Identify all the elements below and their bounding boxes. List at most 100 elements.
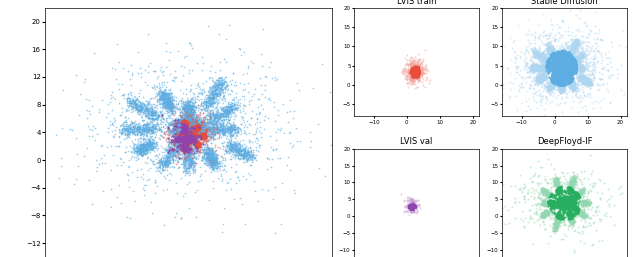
Point xyxy=(556,66,566,70)
Point xyxy=(413,64,423,68)
Point xyxy=(406,76,417,80)
Point xyxy=(530,66,540,70)
Point xyxy=(559,69,570,74)
Point xyxy=(414,74,424,78)
Point xyxy=(415,69,425,74)
Point xyxy=(186,155,196,159)
Point xyxy=(575,55,585,59)
Point xyxy=(168,161,179,166)
Point xyxy=(181,135,191,139)
Point xyxy=(182,140,193,144)
Point xyxy=(549,73,559,77)
Point xyxy=(539,65,549,69)
Point xyxy=(556,70,566,75)
Point xyxy=(559,69,570,73)
Point xyxy=(415,70,426,74)
Point xyxy=(410,70,420,74)
Point xyxy=(557,58,567,62)
Point xyxy=(560,59,570,63)
Point xyxy=(188,128,198,132)
Point xyxy=(154,158,164,162)
Point xyxy=(536,71,546,75)
Point xyxy=(568,54,579,58)
Point xyxy=(191,128,201,132)
Point xyxy=(182,115,193,119)
Point xyxy=(179,136,189,140)
Point xyxy=(564,183,574,188)
Point xyxy=(415,69,426,74)
Point xyxy=(529,50,540,54)
Point xyxy=(562,197,572,201)
Point xyxy=(559,67,570,71)
Point xyxy=(554,63,564,67)
Point xyxy=(578,190,588,194)
Point xyxy=(575,62,585,66)
Point xyxy=(180,131,190,135)
Point xyxy=(207,86,218,90)
Point xyxy=(181,119,191,123)
Point xyxy=(216,127,227,131)
Point xyxy=(532,66,543,70)
Point xyxy=(203,99,213,103)
Point xyxy=(531,66,541,70)
Point xyxy=(180,133,191,137)
Point xyxy=(577,78,588,82)
Point xyxy=(556,82,566,86)
Point xyxy=(411,68,421,72)
Point xyxy=(555,219,565,223)
Point xyxy=(554,64,564,68)
Point xyxy=(182,114,193,118)
Point xyxy=(264,157,274,161)
Point xyxy=(566,69,577,73)
Point xyxy=(557,63,567,67)
Point xyxy=(178,147,188,151)
Point xyxy=(547,73,557,77)
Point xyxy=(554,65,564,69)
Point xyxy=(584,91,595,96)
Point xyxy=(577,60,588,64)
Point xyxy=(579,199,589,204)
Point xyxy=(416,68,426,72)
Point xyxy=(138,147,148,151)
Point xyxy=(177,125,188,129)
Point xyxy=(574,57,584,61)
Point xyxy=(191,128,202,133)
Point xyxy=(574,75,584,79)
Point xyxy=(194,134,204,139)
Point xyxy=(553,63,563,67)
Point xyxy=(557,202,567,206)
Point xyxy=(584,76,594,80)
Point xyxy=(406,204,416,208)
Point xyxy=(556,66,566,70)
Point xyxy=(552,66,562,70)
Point xyxy=(407,63,417,67)
Point xyxy=(164,157,174,161)
Point xyxy=(106,168,116,172)
Point xyxy=(407,63,417,68)
Point xyxy=(552,54,562,58)
Point xyxy=(188,116,198,120)
Point xyxy=(161,160,171,164)
Point xyxy=(535,64,545,68)
Point xyxy=(559,67,569,71)
Point xyxy=(160,91,170,96)
Point xyxy=(561,62,571,66)
Point xyxy=(161,99,172,103)
Point xyxy=(582,81,592,85)
Point xyxy=(555,65,565,69)
Point xyxy=(556,68,566,72)
Point xyxy=(572,67,582,71)
Point xyxy=(233,149,243,153)
Point xyxy=(554,201,564,205)
Point xyxy=(179,149,189,153)
Point xyxy=(187,68,197,72)
Point xyxy=(192,126,202,130)
Point xyxy=(403,66,413,70)
Point xyxy=(182,134,192,138)
Point xyxy=(226,145,236,149)
Point xyxy=(556,68,566,72)
Point xyxy=(568,81,579,85)
Point xyxy=(582,194,592,198)
Point xyxy=(545,50,556,54)
Point xyxy=(186,148,196,152)
